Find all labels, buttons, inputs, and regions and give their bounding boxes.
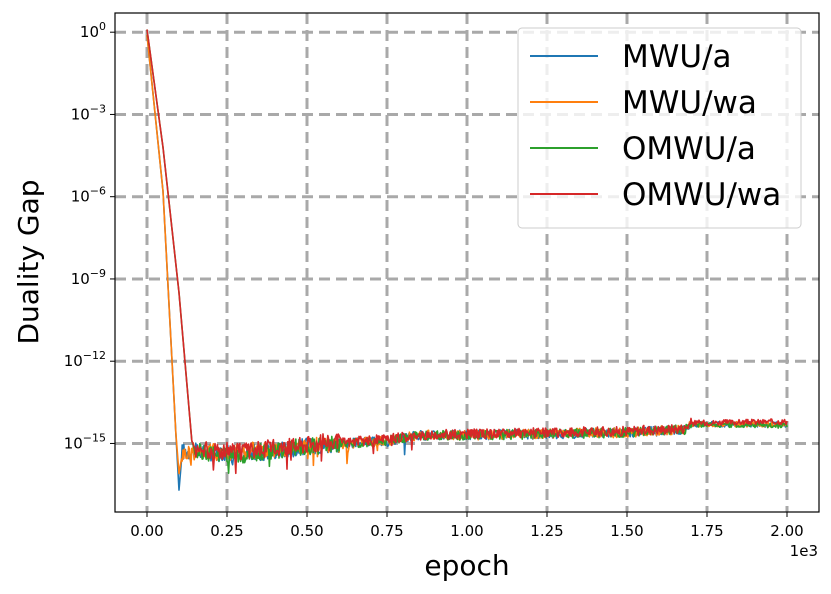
y-tick-label: 10−6 (71, 185, 106, 206)
y-tick-label: 10−3 (71, 102, 106, 123)
legend-label: OMWU/wa (622, 177, 781, 213)
legend-box (517, 27, 802, 229)
x-tick-label: 1.25 (530, 522, 563, 540)
series-line-omwu-wa (146, 29, 788, 475)
x-tick-label: 2.00 (770, 522, 803, 540)
y-tick-label: 10−15 (64, 431, 106, 452)
x-tick-label: 0.00 (130, 522, 163, 540)
y-tick-label: 100 (80, 20, 106, 41)
y-tick-label: 10−12 (64, 349, 106, 370)
x-tick-label: 0.50 (290, 522, 323, 540)
x-tick-label: 1.00 (450, 522, 483, 540)
y-tick-label: 10−9 (71, 267, 106, 288)
x-tick-label: 1.75 (690, 522, 723, 540)
x-tick-label: 0.25 (210, 522, 243, 540)
y-axis-ticks: 100 10−3 10−6 10−9 10−12 10−15 (64, 20, 115, 452)
legend-label: MWU/a (622, 39, 732, 75)
x-tick-label: 1.50 (610, 522, 643, 540)
x-axis-label: epoch (424, 549, 509, 582)
legend: MWU/a MWU/wa OMWU/a OMWU/wa (517, 27, 802, 229)
legend-label: OMWU/a (622, 131, 756, 167)
legend-entries: MWU/a MWU/wa OMWU/a OMWU/wa (530, 39, 781, 213)
series-lines (146, 29, 788, 491)
x-tick-label: 0.75 (370, 522, 403, 540)
x-axis-ticks: 0.00 0.25 0.50 0.75 1.00 1.25 1.50 1.75 2.00 (130, 512, 804, 540)
x-axis-offset-text: 1e3 (790, 542, 818, 560)
y-axis-label: Duality Gap (12, 179, 45, 344)
legend-label: MWU/wa (622, 85, 757, 121)
